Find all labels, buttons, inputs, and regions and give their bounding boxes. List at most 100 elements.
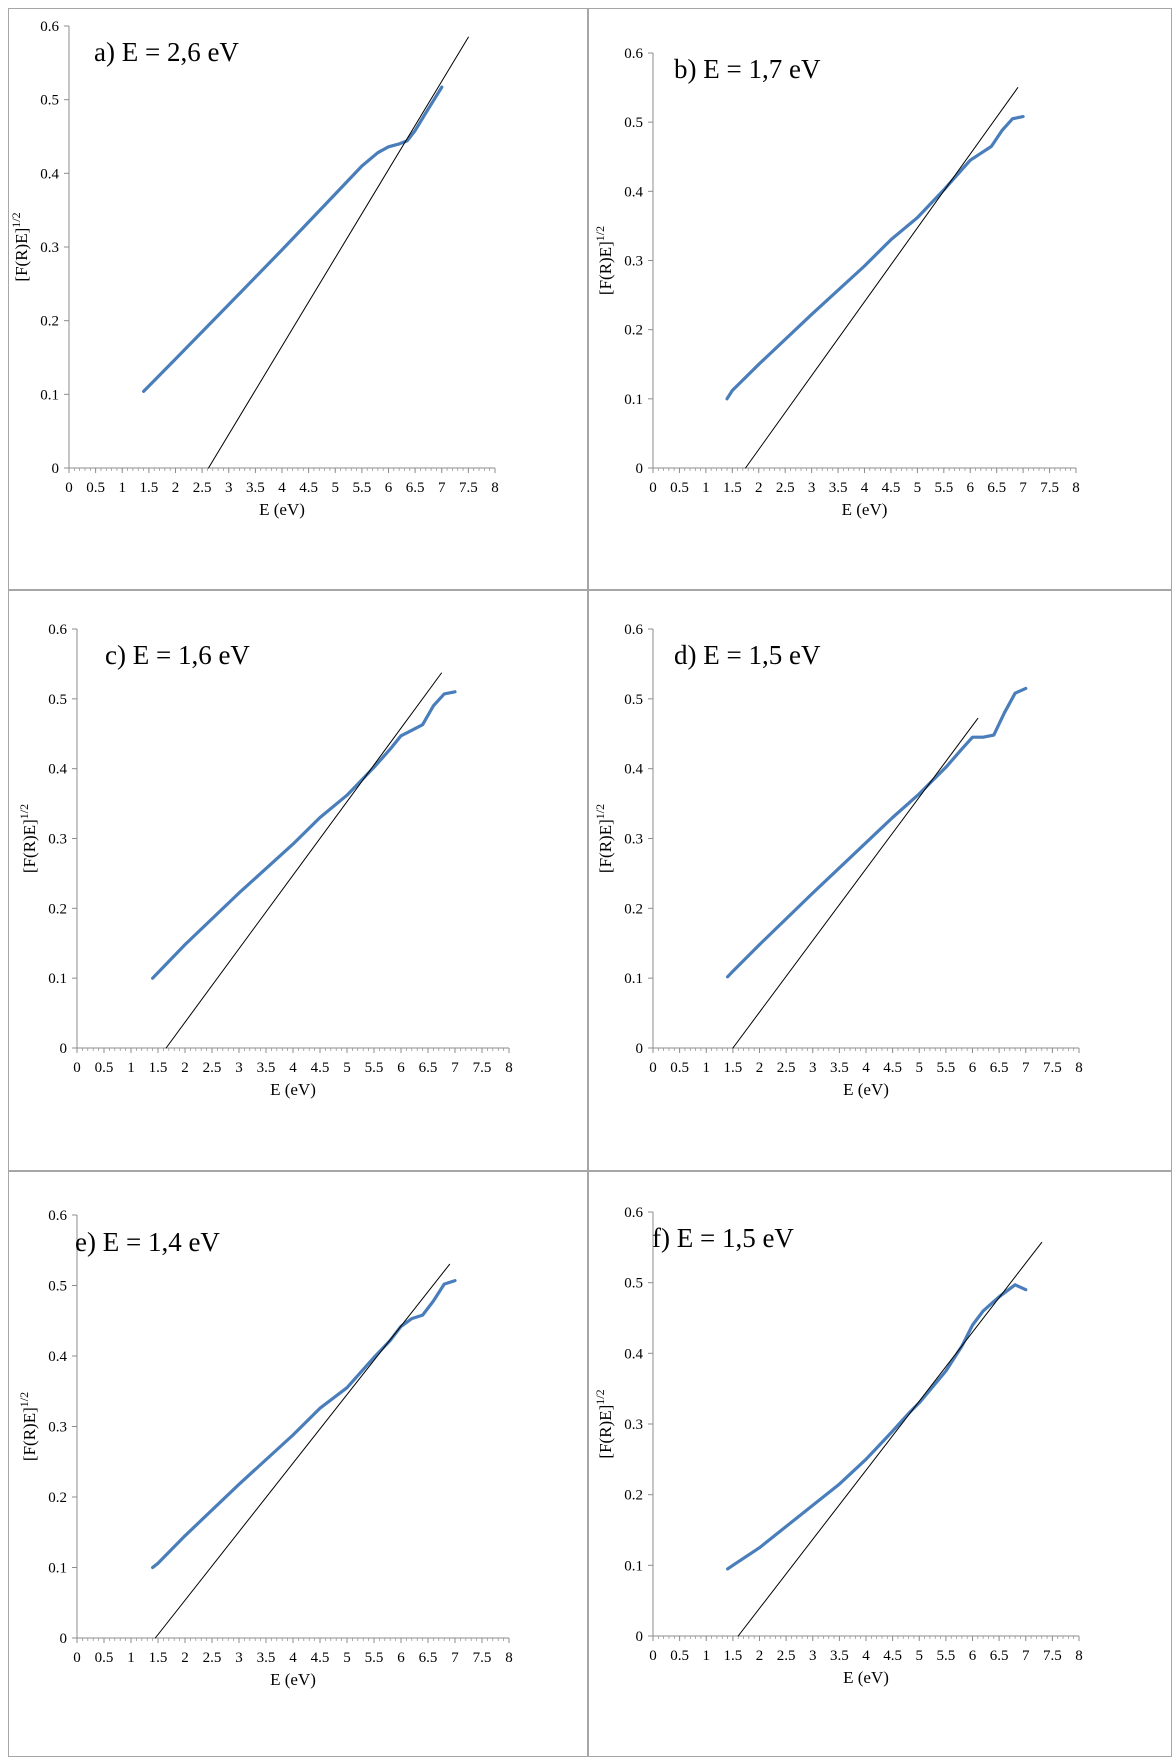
y-axis-label-superscript: 1/2 [593, 226, 607, 241]
y-axis-label-superscript: 1/2 [17, 804, 31, 819]
y-axis-label-superscript: 1/2 [593, 804, 607, 819]
y-tick-label: 0 [60, 1631, 68, 1647]
x-tick-label: 1.5 [724, 1060, 743, 1076]
x-tick-label: 7.5 [473, 1650, 492, 1666]
chart-title: c) E = 1,6 eV [105, 640, 250, 670]
x-tick-label: 6.5 [419, 1650, 438, 1666]
x-tick-label: 8 [1075, 1648, 1083, 1664]
x-tick-label: 1.5 [149, 1060, 168, 1076]
x-tick-label: 1 [702, 480, 710, 496]
x-tick-label: 7.5 [1043, 1648, 1062, 1664]
chart-svg-a: 0 0.1 0.2 0.3 0.4 0.5 0.6 0 0.5 1 1.5 2 2.5 3 3.5 4 4.5 5… [9, 19, 499, 519]
y-tick-label: 0.6 [48, 622, 67, 638]
chart-panel-c: 0 0.1 0.2 0.3 0.4 0.5 0.6 0 0.5 1 1.5 2 2.5 3 3.5 4 4.5 5… [8, 590, 588, 1171]
y-tick-label: 0.2 [40, 314, 59, 330]
chart-panel-a: 0 0.1 0.2 0.3 0.4 0.5 0.6 0 0.5 1 1.5 2 2.5 3 3.5 4 4.5 5… [8, 8, 588, 590]
x-tick-label: 3.5 [257, 1060, 276, 1076]
x-tick-label: 5.5 [365, 1650, 384, 1666]
x-tick-label: 3 [809, 1648, 817, 1664]
y-axis-label-superscript: 1/2 [593, 1389, 607, 1404]
chart-panel-b: 0 0.1 0.2 0.3 0.4 0.5 0.6 0 0.5 1 1.5 2 2.5 3 3.5 4 4.5 5… [588, 8, 1172, 590]
y-tick-label: 0.1 [40, 387, 59, 403]
data-series-line [151, 1278, 457, 1570]
chart-svg-e: 0 0.1 0.2 0.3 0.4 0.5 0.6 0 0.5 1 1.5 2 2.5 3 3.5 4 4.5 5… [17, 1208, 513, 1689]
x-tick-label: 4.5 [311, 1060, 330, 1076]
x-tick-label: 2 [756, 1648, 764, 1664]
x-tick-label: 4.5 [883, 1060, 902, 1076]
data-series-line [726, 1283, 1028, 1571]
tangent-fit-line [165, 672, 442, 1049]
x-tick-label: 7.5 [1040, 480, 1059, 496]
x-tick-label: 0 [73, 1060, 81, 1076]
chart-panel-d: 0 0.1 0.2 0.3 0.4 0.5 0.6 0 0.5 1 1.5 2 2.5 3 3.5 4 4.5 5… [588, 590, 1172, 1171]
x-tick-label: 4.5 [883, 1648, 902, 1664]
y-tick-label: 0.3 [40, 240, 59, 256]
x-tick-label: 2.5 [777, 1648, 796, 1664]
chart-title: b) E = 1,7 eV [674, 54, 821, 84]
y-axis-label-text: [F(R)E] [596, 819, 615, 873]
x-tick-label: 4 [289, 1060, 297, 1076]
x-tick-label: 5 [914, 480, 922, 496]
y-tick-label: 0.6 [624, 46, 643, 62]
x-axis-label: E (eV) [843, 1080, 889, 1099]
chart-svg-f: 0 0.1 0.2 0.3 0.4 0.5 0.6 0 0.5 1 1.5 2 2.5 3 3.5 4 4.5 5… [593, 1205, 1083, 1687]
x-tick-label: 5 [916, 1648, 924, 1664]
y-axis-label: [F(R)E]1/2 [17, 1392, 39, 1461]
x-tick-label: 2 [181, 1650, 189, 1666]
x-tick-label: 1 [127, 1060, 135, 1076]
y-axis-label: [F(R)E]1/2 [17, 804, 39, 873]
x-tick-label: 6.5 [990, 1060, 1009, 1076]
x-tick-label: 2.5 [776, 480, 795, 496]
y-tick-label: 0.1 [624, 971, 643, 987]
y-tick-label: 0.6 [40, 19, 59, 35]
x-tick-label: 0.5 [95, 1650, 114, 1666]
x-tick-label: 4 [862, 1060, 870, 1076]
data-series-line [725, 114, 1025, 401]
x-tick-label: 7 [451, 1060, 459, 1076]
y-axis-label-text: [F(R)E] [596, 1405, 615, 1459]
x-tick-label: 5.5 [353, 480, 372, 496]
y-tick-label: 0.4 [40, 166, 59, 182]
y-tick-label: 0.2 [48, 901, 67, 917]
x-tick-label: 6.5 [987, 480, 1006, 496]
y-tick-label: 0.5 [40, 93, 59, 109]
x-tick-label: 5.5 [934, 480, 953, 496]
y-tick-label: 0.2 [624, 1488, 643, 1504]
x-tick-label: 7 [1022, 1648, 1030, 1664]
x-tick-label: 4.5 [311, 1650, 330, 1666]
x-tick-label: 5 [916, 1060, 924, 1076]
x-tick-label: 3 [235, 1650, 243, 1666]
chart-title: d) E = 1,5 eV [674, 640, 821, 670]
x-tick-label: 2 [756, 1060, 764, 1076]
x-tick-label: 0.5 [670, 480, 689, 496]
x-axis-label: E (eV) [270, 1670, 316, 1689]
x-tick-label: 8 [505, 1060, 513, 1076]
x-tick-label: 7 [1022, 1060, 1030, 1076]
x-tick-label: 2 [172, 480, 180, 496]
x-tick-label: 1.5 [149, 1650, 168, 1666]
x-tick-label: 7 [1019, 480, 1027, 496]
x-tick-label: 1 [127, 1650, 135, 1666]
x-tick-label: 3.5 [246, 480, 265, 496]
y-tick-label: 0.5 [624, 692, 643, 708]
chart-title: a) E = 2,6 eV [94, 37, 239, 67]
x-tick-label: 1.5 [723, 480, 742, 496]
x-tick-label: 2.5 [193, 480, 212, 496]
y-tick-label: 0 [60, 1041, 68, 1057]
x-tick-label: 7 [438, 480, 446, 496]
x-tick-label: 0 [649, 1060, 657, 1076]
x-tick-label: 4.5 [299, 480, 318, 496]
x-tick-label: 6 [397, 1060, 405, 1076]
x-tick-label: 5 [343, 1650, 351, 1666]
x-tick-label: 4 [862, 1648, 870, 1664]
x-tick-label: 3 [225, 480, 233, 496]
x-tick-label: 1.5 [724, 1648, 743, 1664]
x-tick-label: 6.5 [990, 1648, 1009, 1664]
x-tick-label: 0 [649, 1648, 657, 1664]
y-axis-label: [F(R)E]1/2 [9, 212, 31, 281]
x-tick-label: 2 [181, 1060, 189, 1076]
x-tick-label: 6 [967, 480, 975, 496]
chart-panel-e: 0 0.1 0.2 0.3 0.4 0.5 0.6 0 0.5 1 1.5 2 2.5 3 3.5 4 4.5 5… [8, 1171, 588, 1757]
x-tick-label: 5 [343, 1060, 351, 1076]
x-tick-label: 3.5 [830, 1648, 849, 1664]
